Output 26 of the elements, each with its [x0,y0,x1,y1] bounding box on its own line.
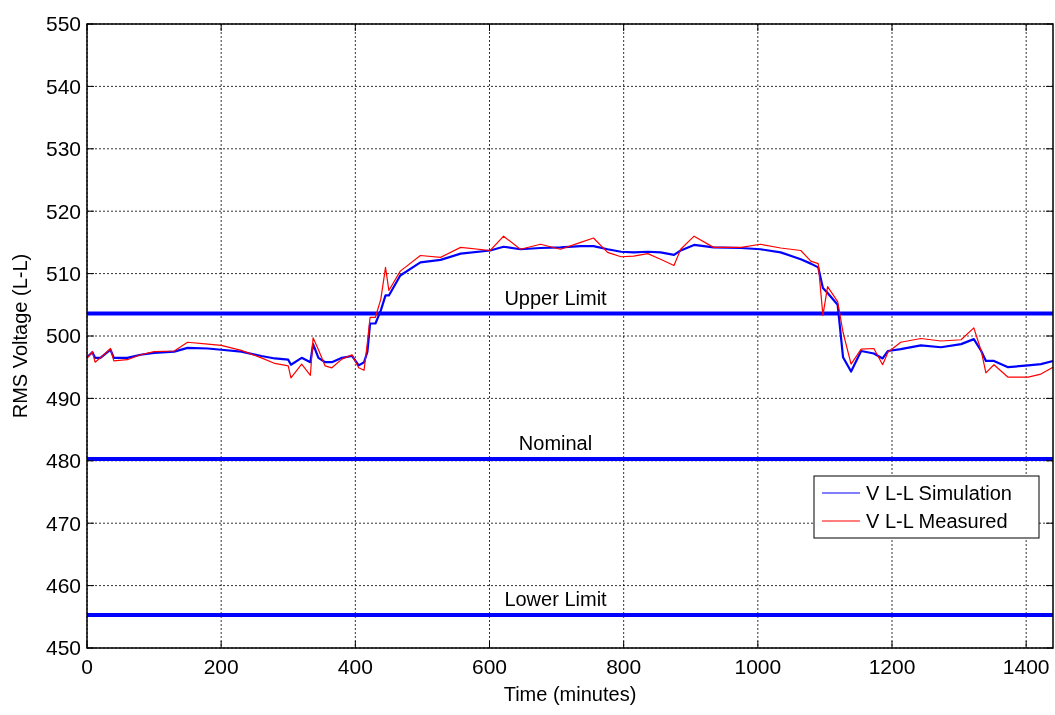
x-tick-label: 600 [471,655,508,678]
ref-line-label: Nominal [518,431,593,454]
y-tick-label: 510 [45,261,81,285]
legend-label: V L-L Measured [866,510,1008,532]
x-tick-label: 400 [337,655,373,678]
x-tick-label: 1200 [868,655,916,678]
ref-line-label: Upper Limit [504,286,608,309]
x-tick-label: 800 [606,655,642,678]
x-tick-label: 200 [203,655,239,678]
y-tick-label: 530 [45,137,81,161]
y-tick-label: 540 [45,74,81,98]
x-axis-title: Time (minutes) [503,683,637,705]
y-tick-label: 550 [45,12,81,36]
y-tick-label: 500 [45,324,81,348]
y-tick-label: 460 [45,573,81,597]
y-tick-label: 520 [45,199,81,223]
x-tick-label: 1400 [1002,655,1050,678]
legend-label: V L-L Simulation [866,482,1012,504]
x-tick-label: 1000 [734,655,782,678]
y-tick-label: 490 [45,386,81,410]
y-axis-title: RMS Voltage (L-L) [9,253,31,419]
ref-line-label: Lower Limit [504,587,608,610]
x-tick-label: 0 [81,655,93,678]
y-tick-label: 480 [45,449,81,473]
y-tick-label: 470 [45,511,81,535]
y-tick-label: 450 [45,636,81,660]
